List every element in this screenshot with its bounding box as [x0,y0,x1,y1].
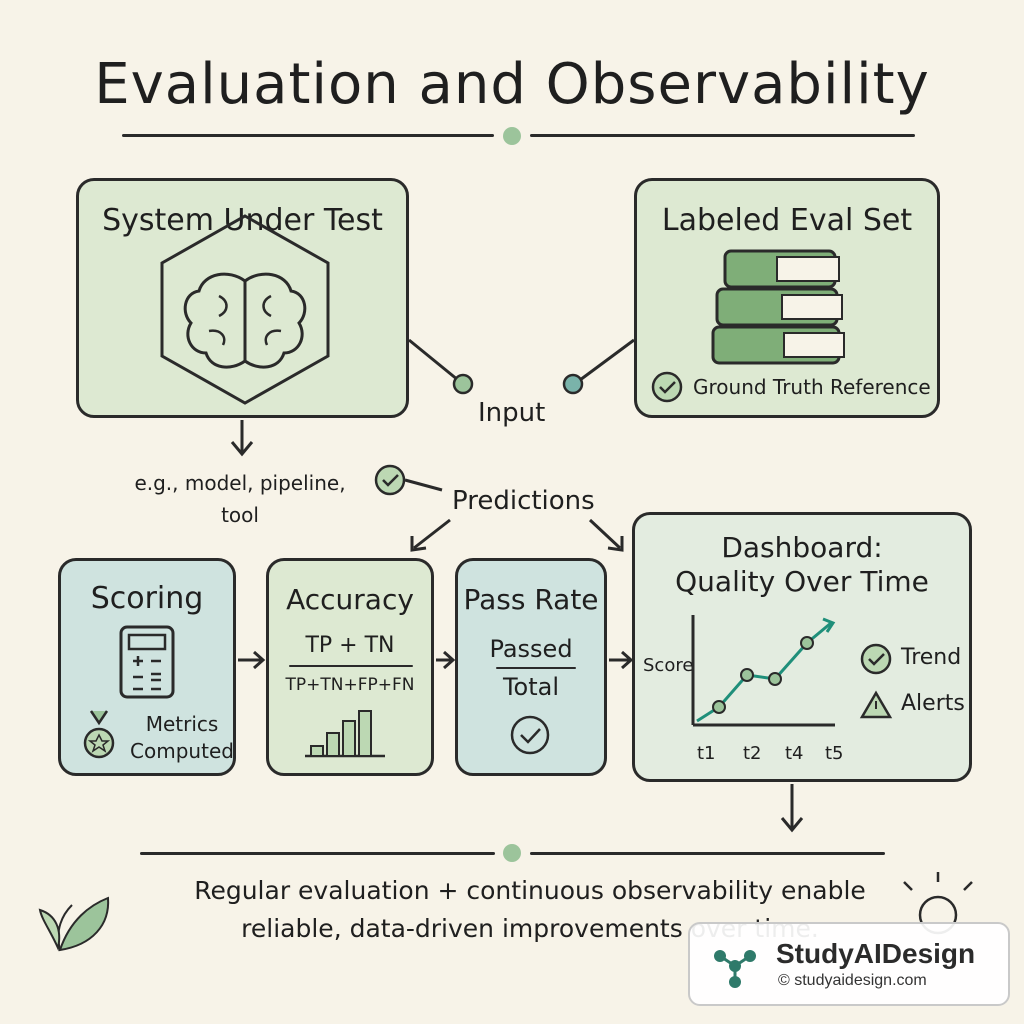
pass-rate-title: Pass Rate [463,583,599,616]
system-examples-line1: e.g., model, pipeline, [134,471,346,495]
chart-x-tick: t4 [785,743,804,764]
pass-rate-box: Pass Rate Passed Total [455,558,607,776]
accuracy-title: Accuracy [286,583,414,616]
accuracy-fraction-bar [289,665,413,667]
watermark-badge: StudyAIDesign © studyaidesign.com [688,922,1010,1006]
labeled-eval-set-box: Labeled Eval Set Ground Truth Reference [634,178,940,418]
chart-x-tick: t1 [697,743,716,764]
system-under-test-box: System Under Test [76,178,409,418]
watermark-brand: StudyAIDesign [776,938,976,969]
scoring-box: Scoring Metrics Computed [58,558,236,776]
metrics-computed-label: Metrics Computed [127,711,237,765]
alert-icon [859,690,893,719]
system-examples: e.g., model, pipeline, tool [110,467,370,531]
accuracy-denominator: TP+TN+FP+FN [285,675,415,695]
pass-rate-denominator: Total [502,673,560,701]
title-divider-dot [503,127,521,145]
footer-text: Regular evaluation + continuous observab… [150,872,910,948]
dashboard-box: Dashboard: Quality Over Time Score t1 t2… [632,512,972,782]
pass-check-icon [510,715,550,755]
bar-chart-icon [305,710,385,758]
footer-divider-right [530,852,885,855]
ground-truth-label: Ground Truth Reference [693,375,931,399]
accuracy-box: Accuracy TP + TN TP+TN+FP+FN [266,558,434,776]
books-icon [711,249,845,365]
calculator-icon [119,625,175,699]
footer-line1: Regular evaluation + continuous observab… [194,876,866,905]
trend-point [712,700,726,714]
pass-rate-fraction-bar [496,667,576,669]
medal-icon [83,710,115,759]
trend-point [768,672,782,686]
quality-chart [691,615,836,727]
chart-x-tick: t5 [825,743,844,764]
trend-label: Trend [901,645,962,670]
predictions-label: Predictions [452,486,595,516]
metrics-line1: Metrics [145,712,219,736]
title-divider-left [122,134,494,137]
input-label: Input [478,398,546,428]
alerts-label: Alerts [901,691,965,716]
trend-check-icon [860,643,892,675]
title-divider-right [530,134,915,137]
page-title: Evaluation and Observability [94,52,930,117]
watermark-url[interactable]: © studyaidesign.com [778,972,927,989]
check-circle-icon [651,371,683,403]
footer-divider-left [140,852,495,855]
chart-x-tick: t2 [743,743,762,764]
system-examples-line2: tool [221,503,259,527]
chart-y-label: Score [643,655,694,676]
labeled-eval-set-title: Labeled Eval Set [661,203,913,238]
scoring-title: Scoring [90,581,204,616]
dashboard-title-line2: Quality Over Time [675,565,929,598]
accuracy-numerator: TP + TN [305,633,395,658]
pass-rate-numerator: Passed [489,635,573,663]
footer-divider-dot [503,844,521,862]
trend-point [800,636,814,650]
system-under-test-title: System Under Test [102,203,383,238]
molecule-logo-icon [714,950,756,988]
trend-point [740,668,754,682]
brain-icon [160,214,330,405]
metrics-line2: Computed [130,739,234,763]
dashboard-title-line1: Dashboard: [721,531,883,564]
